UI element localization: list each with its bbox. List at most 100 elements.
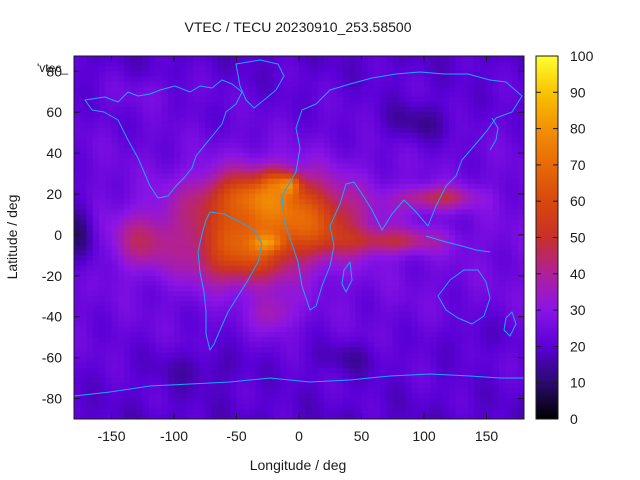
heatmap-cell [211, 168, 219, 175]
heatmap-cell [124, 245, 131, 251]
heatmap-cell [167, 337, 175, 343]
heatmap-cell [486, 372, 494, 379]
heatmap-cell [255, 112, 263, 118]
heatmap-cell [174, 209, 181, 216]
heatmap-cell [99, 296, 106, 303]
heatmap-cell [236, 388, 244, 395]
heatmap-cell [392, 311, 400, 318]
heatmap-cell [155, 255, 163, 262]
heatmap-cell [392, 194, 400, 200]
heatmap-cell [430, 148, 438, 154]
heatmap-cell [280, 199, 288, 205]
heatmap-cell [417, 229, 425, 236]
heatmap-cell [230, 224, 238, 231]
heatmap-cell [355, 96, 363, 103]
heatmap-cell [99, 56, 106, 62]
heatmap-cell [430, 316, 438, 323]
heatmap-cell [261, 219, 269, 226]
heatmap-cell [499, 372, 506, 379]
heatmap-cell [405, 398, 413, 405]
heatmap-cell [374, 81, 381, 88]
heatmap-cell [355, 367, 363, 374]
heatmap-cell [330, 188, 338, 195]
heatmap-cell [230, 306, 238, 313]
heatmap-cell [192, 311, 200, 318]
heatmap-cell [486, 240, 494, 246]
heatmap-cell [486, 234, 494, 241]
heatmap-cell [136, 178, 144, 185]
heatmap-cell [186, 137, 194, 144]
heatmap-cell [492, 275, 500, 282]
heatmap-cell [286, 332, 294, 338]
heatmap-cell [511, 163, 519, 170]
heatmap-cell [249, 311, 256, 318]
heatmap-cell [467, 81, 475, 88]
heatmap-cell [74, 311, 81, 318]
heatmap-cell [86, 158, 94, 164]
heatmap-cell [411, 275, 419, 282]
heatmap-cell [124, 234, 131, 241]
heatmap-cell [349, 378, 356, 384]
heatmap-cell [161, 357, 169, 364]
heatmap-cell [386, 132, 394, 139]
heatmap-cell [261, 117, 269, 124]
heatmap-cell [86, 127, 94, 134]
heatmap-cell [86, 332, 94, 338]
heatmap-cell [205, 301, 213, 308]
heatmap-cell [474, 173, 481, 180]
heatmap-cell [392, 383, 400, 389]
heatmap-cell [205, 372, 213, 379]
heatmap-cell [167, 291, 175, 297]
heatmap-cell [480, 76, 488, 83]
heatmap-cell [205, 306, 213, 313]
heatmap-cell [374, 240, 381, 246]
heatmap-cell [236, 240, 244, 246]
heatmap-cell [411, 388, 419, 395]
heatmap-cell [80, 61, 88, 67]
heatmap-cell [436, 81, 444, 88]
heatmap-cell [149, 112, 156, 118]
heatmap-cell [149, 76, 156, 83]
heatmap-cell [355, 158, 363, 164]
heatmap-cell [330, 413, 338, 419]
heatmap-cell [311, 183, 319, 190]
heatmap-cell [411, 393, 419, 400]
heatmap-cell [380, 163, 388, 170]
heatmap-cell [436, 178, 444, 185]
heatmap-cell [424, 393, 431, 400]
heatmap-cell [86, 194, 94, 200]
heatmap-cell [149, 81, 156, 88]
heatmap-cell [255, 107, 263, 113]
heatmap-cell [461, 81, 469, 88]
heatmap-cell [224, 224, 231, 231]
heatmap-cell [461, 286, 469, 292]
heatmap-cell [305, 413, 313, 419]
heatmap-cell [374, 342, 381, 349]
heatmap-cell [161, 316, 169, 323]
heatmap-cell [242, 342, 250, 349]
heatmap-cell [367, 96, 375, 103]
heatmap-cell [105, 326, 113, 333]
heatmap-cell [117, 66, 125, 72]
heatmap-cell [374, 132, 381, 139]
heatmap-cell [492, 168, 500, 175]
heatmap-cell [99, 357, 106, 364]
heatmap-cell [474, 367, 481, 374]
heatmap-cell [105, 301, 113, 308]
heatmap-cell [474, 214, 481, 221]
heatmap-cell [142, 66, 150, 72]
heatmap-cell [86, 153, 94, 159]
heatmap-cell [192, 378, 200, 384]
heatmap-cell [280, 393, 288, 400]
heatmap-cell [117, 112, 125, 118]
heatmap-cell [361, 357, 369, 364]
heatmap-cell [92, 321, 100, 328]
heatmap-cell [505, 178, 513, 185]
heatmap-cell [292, 265, 300, 272]
heatmap-cell [99, 117, 106, 124]
heatmap-cell [274, 153, 281, 159]
heatmap-cell [386, 137, 394, 144]
heatmap-cell [99, 86, 106, 93]
heatmap-cell [442, 383, 450, 389]
heatmap-cell [399, 96, 406, 103]
